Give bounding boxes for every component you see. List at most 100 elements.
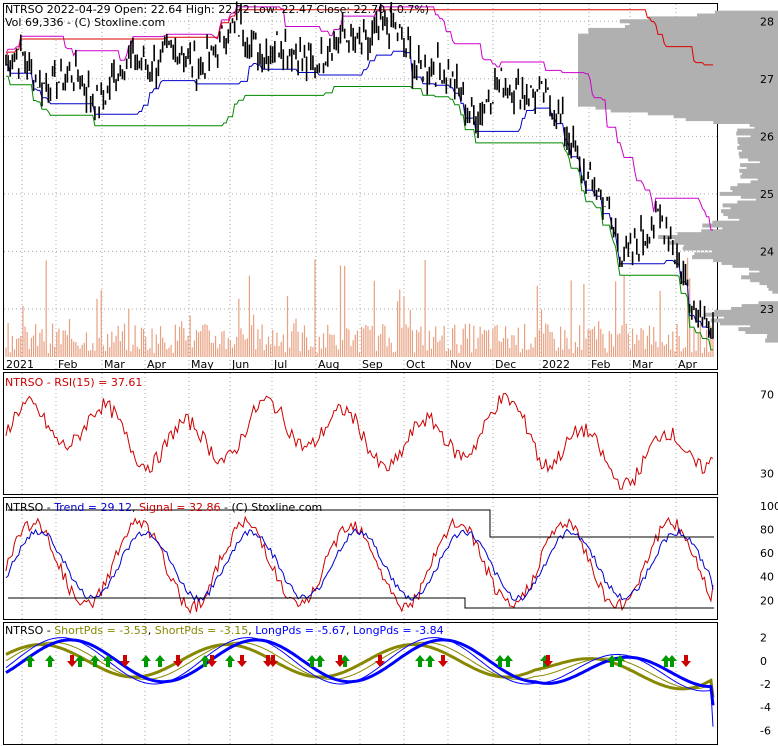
volume-bar — [259, 338, 261, 357]
volume-profile-bar — [702, 223, 778, 228]
volume-profile-bar — [719, 321, 778, 326]
volume-bar — [536, 285, 538, 357]
volume-bar — [602, 333, 604, 357]
volume-bar — [629, 349, 632, 357]
volume-bar — [286, 296, 289, 357]
pds-panel-frame — [3, 622, 718, 745]
volume-bar — [504, 326, 507, 357]
volume-bar — [587, 329, 589, 357]
volume-bar — [293, 323, 295, 357]
volume-bar — [176, 340, 179, 357]
volume-profile-bar — [578, 65, 778, 70]
volume-bar — [305, 337, 308, 357]
volume-profile-bar — [578, 53, 778, 58]
volume-profile-bar — [667, 240, 778, 245]
volume-bar — [126, 350, 128, 357]
volume-bar — [276, 332, 278, 357]
volume-bar — [229, 340, 231, 357]
x-tick-label: Apr — [678, 358, 698, 371]
volume-profile-bar — [578, 68, 778, 73]
volume-bar — [390, 342, 392, 357]
volume-bar — [543, 333, 545, 357]
volume-bar — [655, 341, 657, 357]
sell-arrow — [237, 655, 247, 667]
shortpds-line-2 — [5, 643, 715, 698]
volume-bar — [9, 352, 11, 357]
volume-bar — [678, 335, 680, 357]
volume-profile-bar — [739, 168, 778, 173]
pds-y-tick: -2 — [760, 678, 771, 691]
signal-label: Signal = 32.86 — [139, 501, 221, 514]
buy-arrow — [615, 655, 625, 667]
volume-profile-bar — [578, 33, 778, 38]
volume-bar — [356, 330, 358, 357]
volume-bar — [521, 348, 524, 357]
volume-profile-bar — [713, 119, 778, 124]
buy-arrow — [141, 655, 151, 667]
volume-bar — [509, 347, 511, 357]
volume-bar — [333, 334, 335, 357]
volume-bar — [610, 333, 612, 357]
sell-arrow — [438, 655, 448, 667]
volume-bar — [41, 329, 43, 357]
volume-bar — [172, 352, 174, 357]
volume-bar — [123, 323, 126, 357]
volume-bar — [329, 334, 331, 357]
volume-profile-bar — [750, 134, 778, 139]
volume-bar — [291, 331, 293, 357]
volume-bar — [513, 335, 515, 357]
volume-bar — [136, 346, 138, 357]
volume-bar — [627, 333, 629, 357]
buy-arrow — [225, 655, 235, 667]
volume-bar — [297, 331, 299, 357]
volume-bar — [449, 349, 452, 357]
x-tick-label: Sep — [362, 358, 383, 371]
volume-bar — [54, 346, 56, 357]
volume-bar — [591, 329, 593, 357]
sell-arrow — [268, 655, 278, 667]
volume-bar — [339, 265, 342, 357]
volume-bar — [551, 332, 553, 357]
volume-bar — [358, 352, 361, 357]
volume-bar — [579, 325, 581, 357]
volume-profile-bar — [749, 122, 778, 127]
volume-profile-bar — [737, 128, 778, 133]
volume-profile-bar — [578, 99, 778, 104]
volume-profile-bar — [578, 96, 778, 101]
x-tick-label: May — [191, 358, 214, 371]
rsi-header: NTRSO - RSI(15) = 37.61 — [5, 376, 142, 389]
volume-bar — [528, 349, 530, 357]
volume-bar — [496, 324, 498, 357]
volume-bar — [231, 347, 234, 357]
volume-bar — [102, 345, 104, 357]
volume-bar — [428, 330, 430, 357]
volume-profile-bar — [578, 36, 778, 41]
volume-profile-bar — [619, 19, 778, 24]
volume-bar — [100, 289, 102, 357]
sell-arrow — [375, 655, 385, 667]
volume-bar — [198, 332, 200, 357]
shortpds-label-2: ShortPds = -3.15 — [155, 624, 249, 637]
volume-bar — [407, 327, 409, 357]
volume-bar — [382, 324, 384, 357]
volume-bar — [672, 331, 674, 357]
volume-bar — [498, 340, 500, 357]
volume-bar — [684, 347, 687, 357]
volume-bar — [564, 329, 566, 357]
buy-arrow — [495, 655, 505, 667]
volume-bar — [170, 344, 172, 357]
volume-bar — [670, 349, 672, 357]
volume-bar — [261, 324, 263, 357]
volume-profile-bar — [578, 71, 778, 76]
volume-bar — [703, 347, 706, 357]
volume-profile-bar — [701, 229, 778, 234]
volume-bar — [157, 343, 160, 357]
volume-bar — [401, 327, 403, 357]
volume-bar — [559, 326, 562, 357]
volume-bar — [344, 265, 346, 357]
volume-bar — [452, 328, 454, 357]
volume-bar — [500, 342, 502, 357]
volume-bar — [416, 329, 418, 357]
volume-bar — [369, 329, 371, 357]
volume-profile-bar — [578, 56, 778, 61]
